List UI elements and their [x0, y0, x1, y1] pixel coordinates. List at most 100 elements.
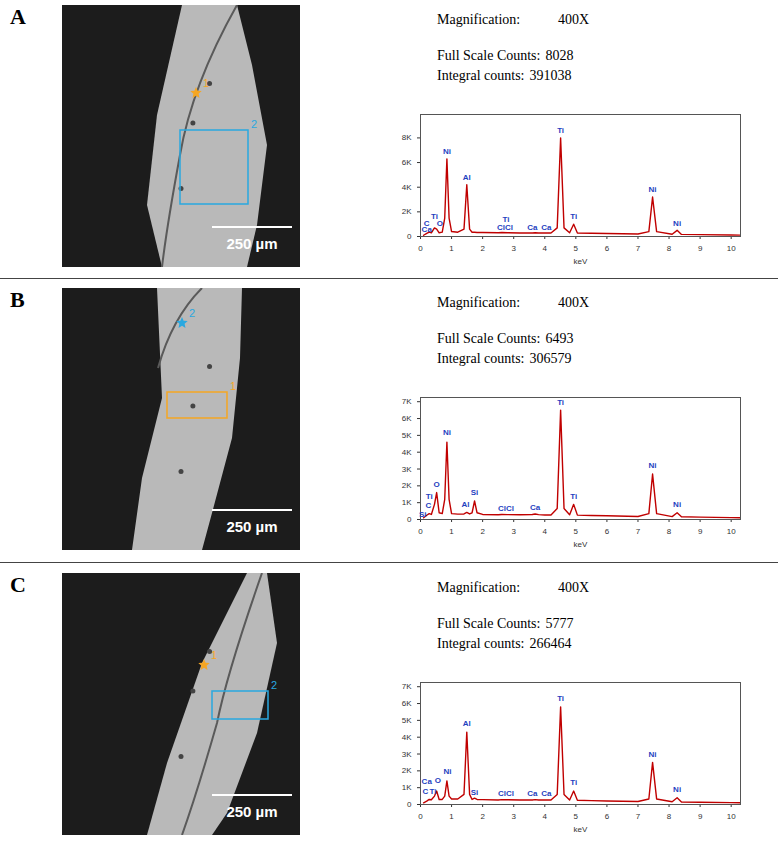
svg-text:4: 4 — [543, 527, 548, 536]
svg-text:8: 8 — [667, 812, 672, 821]
svg-text:2: 2 — [251, 118, 257, 130]
svg-text:2: 2 — [189, 307, 195, 319]
svg-text:2: 2 — [480, 527, 485, 536]
svg-text:1: 1 — [449, 812, 454, 821]
svg-text:9: 9 — [698, 527, 703, 536]
svg-text:Ni: Ni — [649, 750, 657, 759]
svg-text:O: O — [434, 480, 440, 489]
svg-text:250 µm: 250 µm — [226, 803, 277, 820]
svg-text:6: 6 — [605, 812, 610, 821]
svg-text:1: 1 — [449, 244, 454, 253]
svg-text:Ti: Ti — [426, 492, 433, 501]
svg-text:3K: 3K — [402, 465, 412, 474]
svg-text:10: 10 — [727, 527, 736, 536]
svg-text:Ni: Ni — [443, 147, 451, 156]
svg-text:Al: Al — [463, 719, 471, 728]
svg-text:8: 8 — [667, 244, 672, 253]
svg-text:Al: Al — [463, 173, 471, 182]
svg-text:5K: 5K — [402, 716, 412, 725]
svg-text:ClCl: ClCl — [498, 504, 514, 513]
svg-text:C: C — [423, 787, 429, 796]
svg-text:Ni: Ni — [649, 461, 657, 470]
svg-text:Ti: Ti — [557, 398, 564, 407]
svg-text:10: 10 — [727, 244, 736, 253]
svg-text:Si: Si — [419, 510, 427, 519]
svg-text:4: 4 — [543, 812, 548, 821]
svg-text:C: C — [425, 501, 431, 510]
svg-text:Ni: Ni — [673, 219, 681, 228]
svg-text:5: 5 — [574, 527, 579, 536]
svg-text:4: 4 — [543, 244, 548, 253]
svg-text:Ca: Ca — [530, 503, 541, 512]
svg-text:6: 6 — [605, 244, 610, 253]
svg-text:0: 0 — [418, 812, 423, 821]
svg-text:Ti: Ti — [570, 492, 577, 501]
svg-text:1: 1 — [230, 380, 236, 392]
svg-text:Si: Si — [471, 788, 479, 797]
svg-text:0: 0 — [418, 244, 423, 253]
svg-text:Ni: Ni — [649, 185, 657, 194]
svg-text:2K: 2K — [402, 207, 412, 216]
svg-text:7: 7 — [636, 244, 641, 253]
svg-text:5: 5 — [574, 812, 579, 821]
svg-text:Ca: Ca — [422, 777, 433, 786]
svg-text:Ni: Ni — [444, 767, 452, 776]
svg-text:keV: keV — [574, 540, 588, 549]
svg-text:4K: 4K — [402, 448, 412, 457]
svg-text:6K: 6K — [402, 414, 412, 423]
svg-text:Ni: Ni — [673, 785, 681, 794]
svg-text:6: 6 — [605, 527, 610, 536]
svg-text:Ti: Ti — [429, 787, 436, 796]
svg-text:ClCl: ClCl — [498, 789, 514, 798]
svg-text:Ti: Ti — [557, 694, 564, 703]
svg-text:0: 0 — [407, 232, 412, 241]
svg-text:7: 7 — [636, 527, 641, 536]
svg-text:O: O — [435, 776, 441, 785]
svg-text:4K: 4K — [402, 183, 412, 192]
svg-text:7K: 7K — [402, 397, 412, 406]
svg-text:Ti: Ti — [570, 778, 577, 787]
svg-text:0: 0 — [418, 527, 423, 536]
svg-text:5: 5 — [574, 244, 579, 253]
svg-text:9: 9 — [698, 244, 703, 253]
svg-text:3: 3 — [511, 527, 516, 536]
svg-text:Al: Al — [462, 500, 470, 509]
svg-text:Ti: Ti — [570, 212, 577, 221]
svg-text:Ni: Ni — [443, 428, 451, 437]
svg-text:5K: 5K — [402, 431, 412, 440]
svg-text:8: 8 — [667, 527, 672, 536]
svg-text:2: 2 — [480, 244, 485, 253]
svg-text:0: 0 — [407, 515, 412, 524]
svg-text:Ca: Ca — [422, 225, 433, 234]
svg-text:keV: keV — [574, 825, 588, 834]
svg-text:8K: 8K — [402, 133, 412, 142]
svg-text:2K: 2K — [402, 766, 412, 775]
svg-text:4K: 4K — [402, 733, 412, 742]
svg-text:1K: 1K — [402, 783, 412, 792]
svg-text:O: O — [437, 219, 443, 228]
svg-text:1: 1 — [211, 649, 217, 661]
svg-text:Ca: Ca — [541, 223, 552, 232]
svg-text:3K: 3K — [402, 750, 412, 759]
svg-text:6K: 6K — [402, 699, 412, 708]
svg-text:3: 3 — [511, 244, 516, 253]
svg-text:keV: keV — [574, 257, 588, 266]
svg-text:1K: 1K — [402, 498, 412, 507]
svg-text:9: 9 — [698, 812, 703, 821]
svg-text:0: 0 — [407, 800, 412, 809]
svg-text:Ca: Ca — [527, 223, 538, 232]
svg-text:7: 7 — [636, 812, 641, 821]
svg-text:Ca: Ca — [527, 789, 538, 798]
svg-text:1: 1 — [449, 527, 454, 536]
svg-text:Ni: Ni — [673, 500, 681, 509]
svg-text:250 µm: 250 µm — [226, 518, 277, 535]
svg-text:Ca: Ca — [541, 789, 552, 798]
svg-text:250 µm: 250 µm — [226, 235, 277, 252]
svg-text:2: 2 — [271, 679, 277, 691]
svg-text:ClCl: ClCl — [497, 223, 513, 232]
svg-text:7K: 7K — [402, 682, 412, 691]
svg-text:Ti: Ti — [557, 126, 564, 135]
svg-text:10: 10 — [727, 812, 736, 821]
svg-text:3: 3 — [511, 812, 516, 821]
svg-text:1: 1 — [203, 77, 209, 89]
